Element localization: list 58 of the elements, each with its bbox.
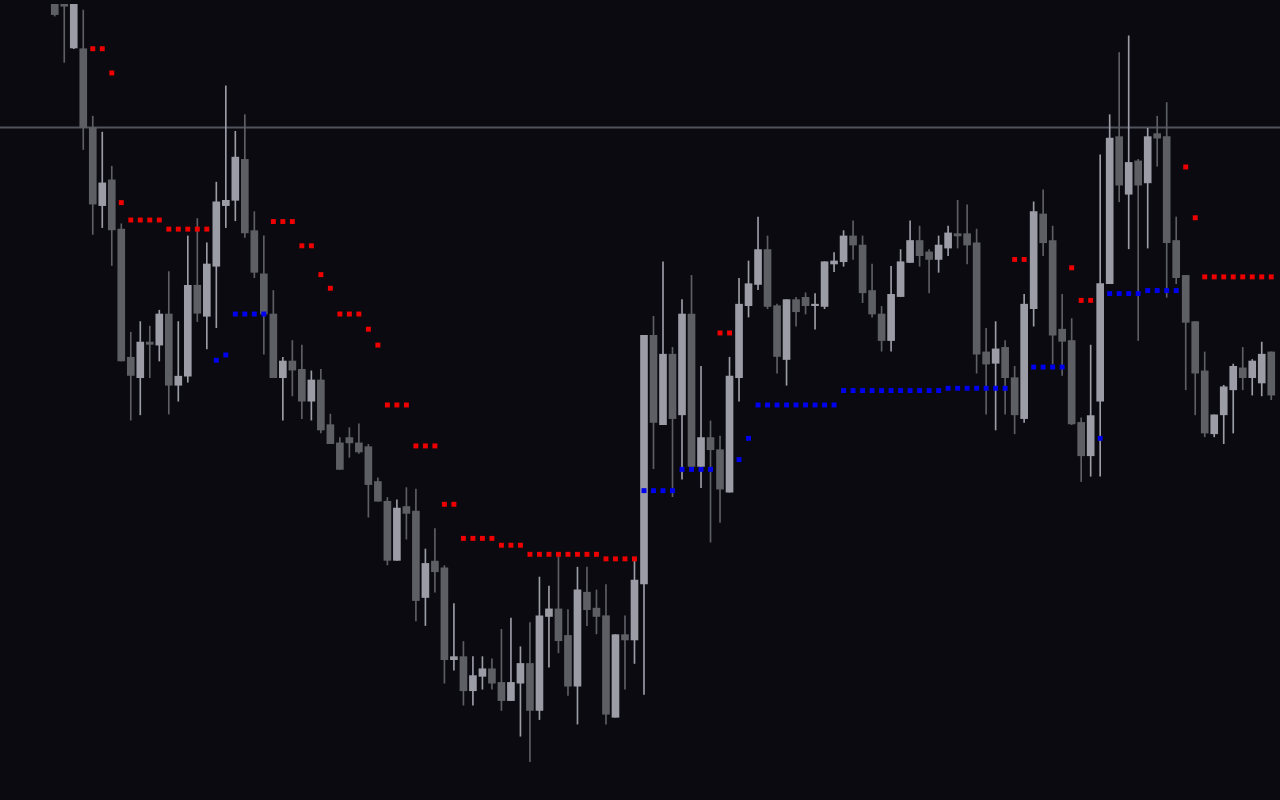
point — [1040, 364, 1046, 370]
point — [926, 388, 932, 394]
point — [888, 388, 894, 394]
point — [983, 385, 989, 391]
candlestick — [925, 249, 933, 294]
point — [1135, 291, 1141, 297]
candlestick — [1058, 293, 1066, 376]
candlestick — [1134, 159, 1143, 341]
point — [936, 388, 942, 394]
candlestick — [1124, 35, 1133, 250]
candlestick — [174, 321, 183, 402]
candlestick — [126, 331, 135, 421]
point — [1173, 288, 1179, 293]
point — [869, 388, 875, 394]
point — [1002, 385, 1008, 391]
candlestick — [1238, 347, 1247, 391]
point — [1107, 291, 1113, 297]
point — [841, 388, 847, 394]
point — [993, 385, 999, 391]
point — [213, 357, 219, 363]
point — [223, 352, 229, 358]
candlestick — [507, 617, 515, 701]
point — [708, 466, 713, 472]
candlestick — [963, 204, 971, 265]
candlestick — [545, 585, 553, 668]
point — [1164, 288, 1170, 293]
candlestick — [811, 293, 819, 330]
point — [974, 385, 980, 391]
point — [1097, 435, 1103, 441]
candlestick — [1153, 115, 1162, 167]
point — [955, 385, 961, 391]
point — [670, 488, 675, 494]
point — [898, 388, 904, 394]
candlestick — [621, 615, 629, 690]
point — [651, 488, 656, 494]
point — [736, 457, 742, 463]
point — [850, 388, 856, 394]
point — [1031, 364, 1037, 370]
candlestick — [849, 220, 857, 260]
point — [1116, 291, 1122, 297]
point — [879, 388, 885, 394]
point — [1145, 288, 1151, 293]
point — [860, 388, 866, 394]
point — [689, 466, 694, 472]
point — [1059, 364, 1065, 370]
point — [1154, 288, 1160, 293]
candlestick — [450, 603, 458, 671]
point — [1050, 364, 1056, 370]
candlestick — [98, 131, 107, 228]
point — [1126, 291, 1132, 297]
point — [746, 435, 752, 441]
point — [964, 385, 970, 391]
candlestick — [145, 325, 154, 379]
candlestick — [982, 328, 990, 415]
point — [907, 388, 913, 394]
point — [917, 388, 923, 394]
candlestick — [431, 528, 439, 593]
point — [945, 385, 951, 391]
